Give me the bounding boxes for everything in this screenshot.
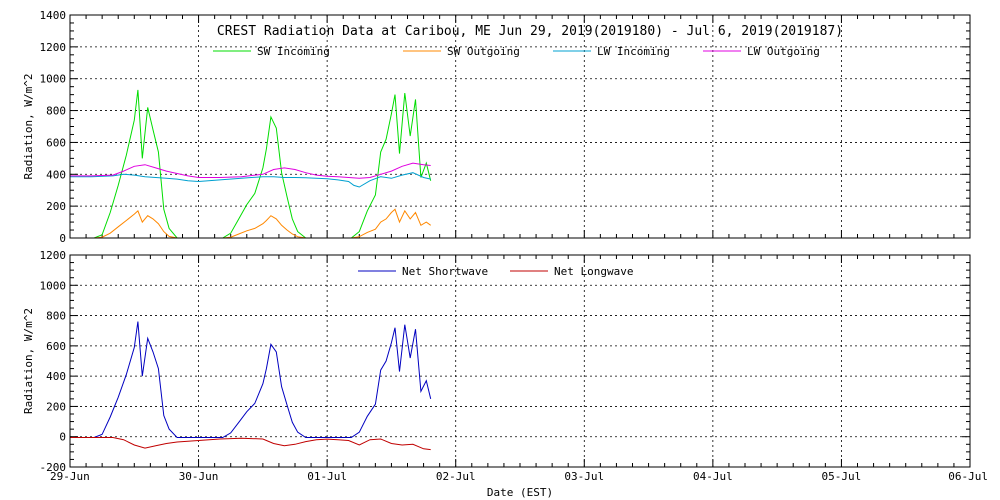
plot-frame [69, 254, 971, 468]
legend-label: Net Shortwave [402, 265, 488, 278]
y-tick-label: 1200 [40, 249, 67, 262]
x-tick-label: 05-Jul [822, 470, 862, 483]
y-tick-label: 800 [46, 310, 66, 323]
y-tick-label: 0 [59, 232, 66, 245]
x-tick-label: 03-Jul [564, 470, 604, 483]
legend-label: LW Outgoing [747, 45, 820, 58]
y-tick-label: 1400 [40, 9, 67, 22]
chart-title: CREST Radiation Data at Caribou, ME Jun … [217, 24, 843, 39]
legend-label: SW Incoming [257, 45, 330, 58]
series-lw-outgoing [70, 162, 431, 179]
y-tick-label: 0 [59, 431, 66, 444]
top-panel: 0 200 400 600 800 1000 1200 1400 Radiation, W/m^… [22, 9, 971, 245]
y-tick-label: 400 [46, 168, 66, 181]
y-tick-label: 600 [46, 136, 66, 149]
y-tick-label: 600 [46, 340, 66, 353]
series-net-shortwave [70, 321, 432, 438]
bottom-panel: -200 0 200 400 600 800 1000 1200 Radiation, W/m^… [22, 249, 988, 483]
x-tick-label: 02-Jul [436, 470, 476, 483]
y-axis-label: Radiation, W/m^2 [22, 74, 35, 180]
y-tick-label: 800 [46, 105, 66, 118]
legend-label: LW Incoming [597, 45, 670, 58]
y-tick-label: 1000 [40, 279, 67, 292]
legend-label: Net Longwave [554, 265, 633, 278]
legend-label: SW Outgoing [447, 45, 520, 58]
y-tick-label: 400 [46, 370, 66, 383]
series-sw-outgoing [94, 208, 431, 239]
y-tick-label: 1200 [40, 41, 67, 54]
x-tick-label: 04-Jul [693, 470, 733, 483]
x-tick-label: 30-Jun [179, 470, 219, 483]
y-tick-label: -200 [40, 461, 67, 474]
x-tick-label: 29-Jun [50, 470, 90, 483]
y-axis-label: Radiation, W/m^2 [22, 308, 35, 414]
y-tick-label: 200 [46, 200, 66, 213]
x-axis-label: Date (EST) [487, 486, 553, 499]
series-lw-incoming [70, 172, 431, 188]
x-tick-label: 06-Jul [948, 470, 988, 483]
y-tick-label: 200 [46, 400, 66, 413]
series-net-longwave [70, 437, 431, 451]
plot-frame [69, 14, 971, 239]
y-tick-label: 1000 [40, 73, 67, 86]
x-tick-label: 01-Jul [307, 470, 347, 483]
series-sw-incoming [93, 89, 432, 239]
